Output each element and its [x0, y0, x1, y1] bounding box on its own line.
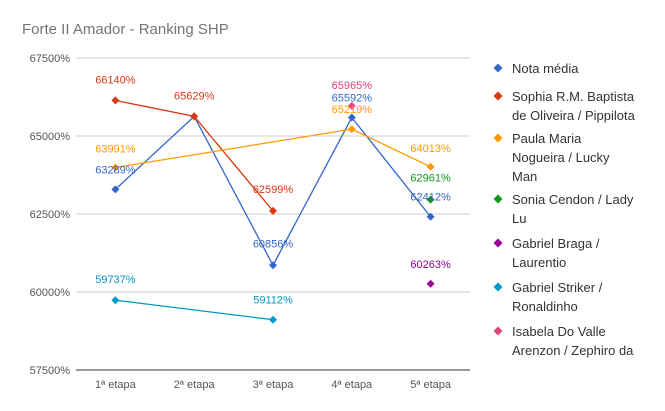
y-tick-label: 65000% — [30, 131, 71, 143]
legend-label: Ronaldinho — [512, 299, 578, 314]
data-point — [111, 96, 120, 105]
data-label: 66140% — [95, 74, 136, 86]
y-axis: 57500% 60000% 62500% 65000% 67500% — [30, 53, 71, 377]
legend-marker — [493, 282, 503, 292]
y-tick-label: 57500% — [30, 365, 71, 377]
legend-label: Nota média — [512, 61, 579, 76]
legend-label: de Oliveira / Pippilota — [512, 108, 636, 123]
legend-marker — [493, 194, 503, 204]
x-tick-label: 3ª etapa — [253, 379, 295, 391]
legend: Nota média Sophia R.M. Baptista de Oliveir… — [493, 61, 636, 358]
data-label: 65592% — [332, 93, 373, 105]
legend-label: Lu — [512, 211, 526, 226]
y-tick-label: 67500% — [30, 53, 71, 65]
legend-marker — [493, 63, 503, 73]
x-tick-label: 2ª etapa — [174, 379, 216, 391]
data-label: 62412% — [410, 192, 451, 204]
legend-label: Arenzon / Zephiro da — [512, 343, 634, 358]
data-point — [190, 112, 199, 121]
data-label: 59737% — [95, 274, 136, 286]
data-point — [111, 296, 120, 305]
data-point — [269, 206, 277, 215]
data-label: 62961% — [410, 173, 451, 185]
x-axis: 1ª etapa 2ª etapa 3ª etapa 4ª etapa 5ª etapa — [95, 379, 452, 391]
data-label: 64013% — [410, 143, 451, 155]
series-line — [115, 299, 274, 321]
legend-marker — [493, 326, 503, 336]
legend-marker — [493, 133, 503, 143]
legend-label: Man — [512, 169, 537, 184]
y-tick-label: 60000% — [30, 287, 71, 299]
series-line — [115, 128, 431, 169]
legend-label: Sophia R.M. Baptista — [512, 89, 635, 104]
x-tick-label: 1ª etapa — [95, 379, 137, 391]
legend-label: Laurentio — [512, 255, 566, 270]
y-tick-label: 62500% — [30, 209, 71, 221]
data-point — [111, 163, 120, 172]
legend-marker — [493, 91, 503, 101]
legend-marker — [493, 238, 503, 248]
data-label: 65629% — [174, 90, 215, 102]
data-point — [426, 212, 435, 221]
data-labels: 63289% 60856% 65592% 62412% 66140% 65629% 6259… — [95, 74, 451, 306]
legend-label: Paula Maria — [512, 131, 582, 146]
data-point — [347, 101, 356, 110]
series-layer — [111, 96, 435, 324]
data-label: 60263% — [410, 259, 451, 271]
data-label: 63289% — [95, 164, 136, 176]
x-tick-label: 5ª etapa — [410, 379, 452, 391]
x-tick-label: 4ª etapa — [331, 379, 373, 391]
data-point — [426, 195, 435, 204]
data-label: 62599% — [253, 184, 294, 196]
data-label: 63991% — [95, 143, 136, 155]
legend-label: Isabela Do Valle — [512, 324, 606, 339]
legend-label: Sonia Cendon / Lady — [512, 192, 634, 207]
legend-label: Nogueira / Lucky — [512, 150, 610, 165]
data-label: 59112% — [253, 295, 293, 307]
data-point — [426, 279, 435, 288]
data-point — [426, 162, 435, 171]
chart-title: Forte II Amador - Ranking SHP — [22, 21, 229, 38]
data-point — [269, 315, 277, 324]
legend-label: Gabriel Striker / — [512, 280, 603, 295]
data-label: 65965% — [332, 80, 373, 92]
data-point — [347, 113, 356, 122]
data-point — [347, 125, 356, 134]
data-label: 60856% — [253, 238, 294, 250]
legend-label: Gabriel Braga / — [512, 236, 600, 251]
data-point — [269, 261, 277, 270]
data-point — [111, 185, 120, 194]
data-label: 65219% — [332, 104, 373, 116]
